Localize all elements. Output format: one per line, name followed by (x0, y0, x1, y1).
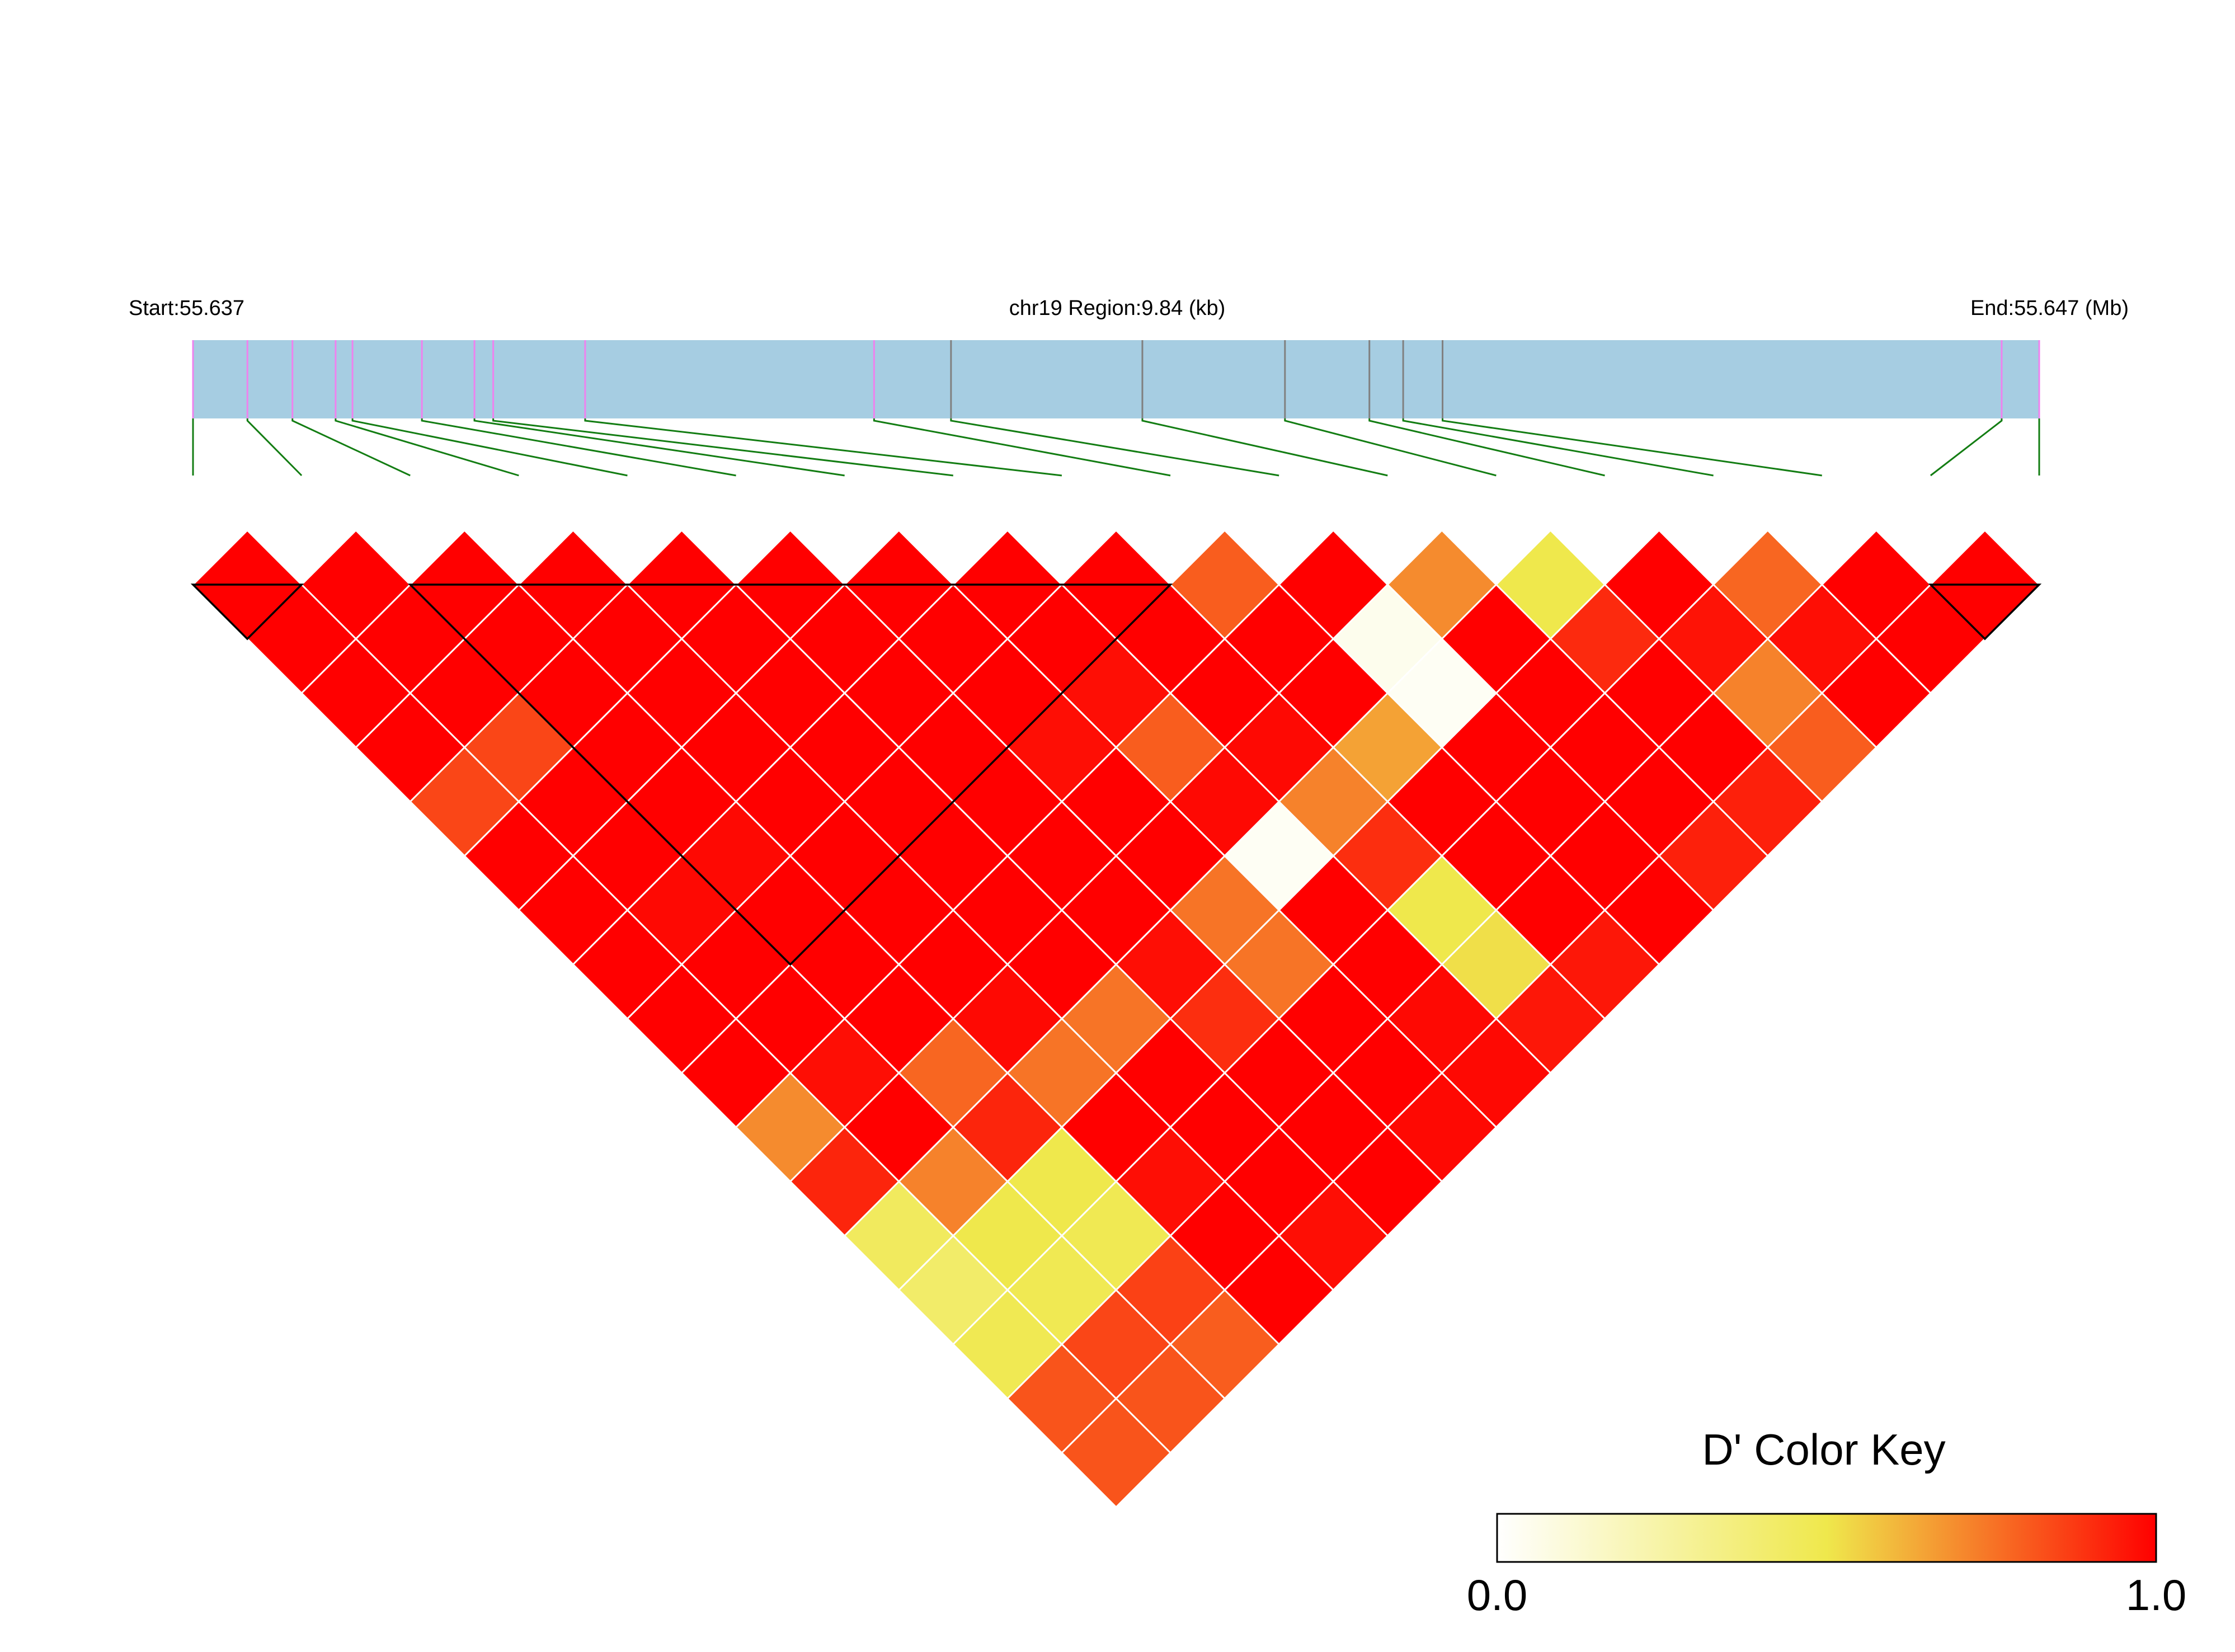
snp-connector (1442, 418, 1822, 477)
haplotype-block-outlines (190, 583, 2042, 966)
snp-connector (473, 418, 845, 477)
ld-cells (191, 529, 2041, 1509)
snp-connector (1402, 418, 1714, 477)
legend-color-bar (1496, 1513, 2157, 1563)
legend-max-label: 1.0 (2126, 1570, 2186, 1620)
region-end-label: End:55.647 (Mb) (1970, 296, 2129, 320)
snp-connector (335, 418, 519, 477)
snp-connector (1141, 418, 1388, 477)
legend-min-label: 0.0 (1467, 1570, 1527, 1620)
snp-connector-lines (192, 418, 2040, 477)
snp-connector (291, 418, 411, 477)
chromosome-track (193, 340, 2039, 418)
haplotype-block (1928, 583, 2042, 641)
snp-connector (873, 418, 1171, 477)
ld-cell (1060, 1397, 1172, 1509)
haplotype-block (190, 583, 304, 641)
snp-connector (492, 418, 954, 477)
chart-header: Start:55.637 chr19 Region:9.84 (kb) End:… (129, 296, 2129, 320)
snp-connector (584, 418, 1062, 477)
region-start-label: Start:55.637 (129, 296, 244, 320)
snp-connector (246, 418, 303, 477)
snp-connector (950, 418, 1279, 477)
snp-connector (1284, 418, 1497, 477)
snp-connector (421, 418, 736, 477)
snp-connector (1930, 418, 2003, 477)
snp-connector (1368, 418, 1605, 477)
region-title: chr19 Region:9.84 (kb) (1009, 296, 1226, 320)
snp-connector (351, 418, 628, 477)
color-key-legend: D' Color Key 0.0 1.0 (1467, 1425, 2186, 1620)
legend-title: D' Color Key (1702, 1425, 1945, 1474)
haplotype-block (408, 583, 1173, 966)
snp-markers (192, 340, 2040, 418)
